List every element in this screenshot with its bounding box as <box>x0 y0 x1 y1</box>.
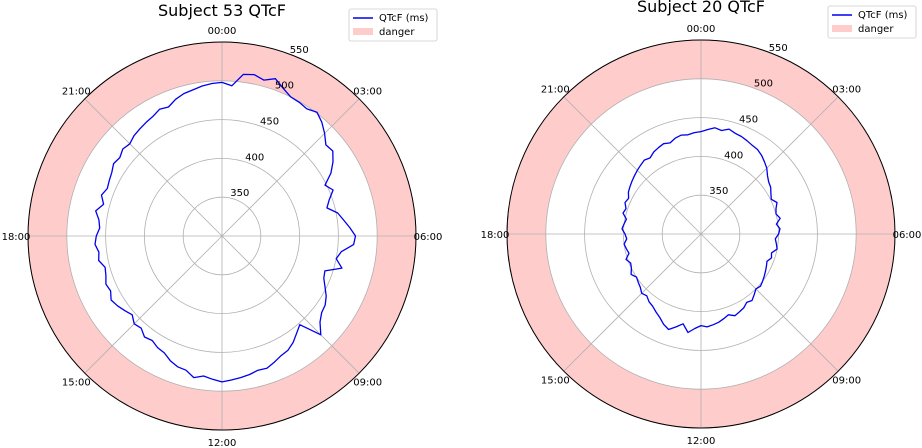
angular-gridline <box>563 233 702 372</box>
angular-gridline <box>700 233 839 372</box>
polar-frame <box>506 39 896 429</box>
hour-tick-label: 03:00 <box>353 86 382 97</box>
hour-tick-label: 21:00 <box>62 86 91 97</box>
hour-tick-label: 15:00 <box>541 376 570 387</box>
hour-tick-label: 09:00 <box>832 376 861 387</box>
legend-danger-swatch <box>832 25 852 32</box>
radial-tick-label: 550 <box>769 43 788 54</box>
legend-label-qtcf: QTcF (ms) <box>858 10 908 21</box>
hour-tick-label: 06:00 <box>893 230 922 241</box>
hour-tick-label: 18:00 <box>2 232 31 243</box>
hour-tick-label: 00:00 <box>687 24 716 35</box>
legend-label-danger: danger <box>379 27 415 38</box>
radial-tick-label: 450 <box>739 114 758 125</box>
radial-tick-label: 500 <box>754 79 773 90</box>
angular-gridline <box>221 235 360 374</box>
hour-tick-label: 12:00 <box>208 438 237 448</box>
chart-title: Subject 20 QTcF <box>637 0 765 16</box>
angular-gridline <box>84 98 223 237</box>
hour-tick-label: 18:00 <box>481 230 510 241</box>
qtcf-series-line <box>94 73 357 383</box>
angular-gridline <box>563 96 702 235</box>
radial-tick-label: 550 <box>290 45 309 56</box>
legend: QTcF (ms) danger <box>827 5 917 39</box>
polar-plot-subject-53: 350 400 450 500 550 00:00 03:00 06:00 09:00 12:00… <box>2 1 443 448</box>
hour-tick-label: 06:00 <box>414 232 443 243</box>
angular-gridline <box>84 235 223 374</box>
radial-tick-label: 350 <box>230 188 249 199</box>
hour-tick-label: 12:00 <box>687 436 716 447</box>
angular-gridline <box>221 98 360 237</box>
hour-tick-label: 21:00 <box>541 84 570 95</box>
hour-tick-label: 00:00 <box>208 26 237 37</box>
chart-title: Subject 53 QTcF <box>158 1 286 20</box>
hour-tick-label: 15:00 <box>62 378 91 389</box>
radial-tick-label: 500 <box>275 81 294 92</box>
radial-tick-label: 400 <box>724 150 743 161</box>
radial-tick-label: 400 <box>245 152 264 163</box>
legend-label-qtcf: QTcF (ms) <box>379 13 429 24</box>
radial-tick-label: 350 <box>709 186 728 197</box>
radial-tick-label: 450 <box>260 116 279 127</box>
legend: QTcF (ms) danger <box>348 8 438 42</box>
qtcf-series-line <box>621 127 781 334</box>
angular-gridline <box>700 96 839 235</box>
hour-tick-label: 09:00 <box>353 378 382 389</box>
polar-plot-subject-20: 350 400 450 500 550 00:00 03:00 06:00 09:00 12:00… <box>481 0 922 447</box>
polar-frame <box>27 41 417 431</box>
legend-danger-swatch <box>353 28 373 35</box>
hour-tick-label: 03:00 <box>832 84 861 95</box>
legend-label-danger: danger <box>858 24 894 35</box>
